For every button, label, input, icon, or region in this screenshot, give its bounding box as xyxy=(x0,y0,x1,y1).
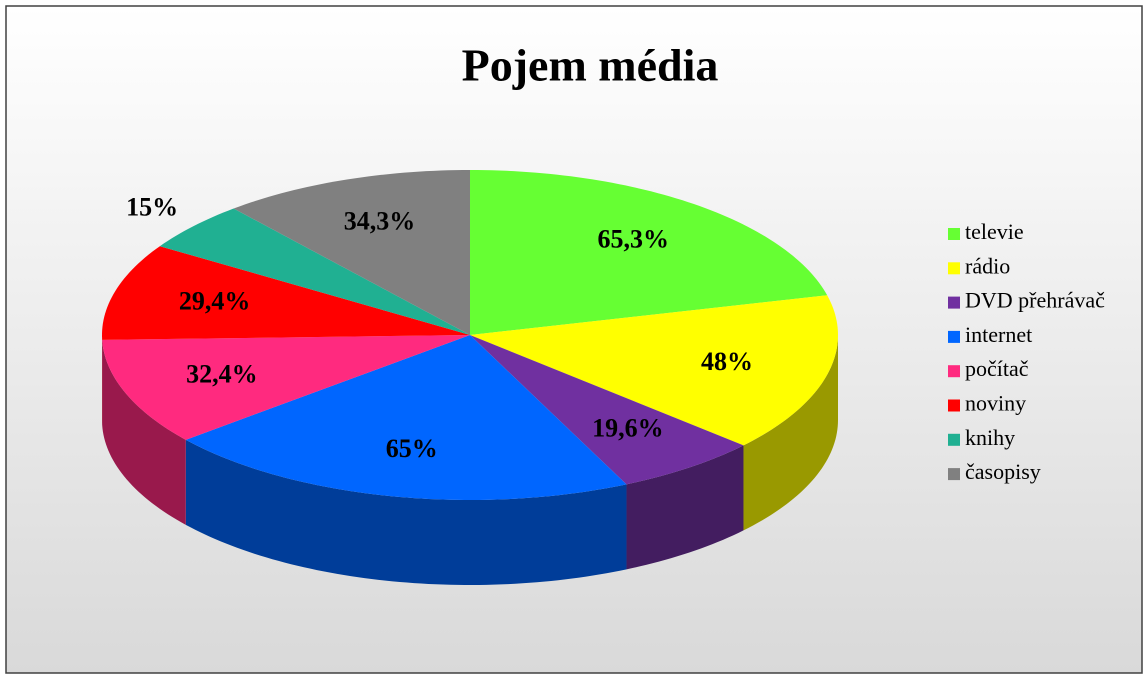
slice xyxy=(233,170,470,335)
legend-swatch xyxy=(948,468,960,481)
legend-label: DVD přehrávač xyxy=(965,288,1105,313)
legend-label: počítač xyxy=(965,356,1029,381)
legend-label: televie xyxy=(965,219,1024,244)
pie: 65,3% 48% 19,6% 65% 32,4% 29,4% 15% 34,3% xyxy=(102,170,838,585)
data-label: 15% xyxy=(126,193,178,222)
slice xyxy=(159,208,470,335)
data-label: 19,6% xyxy=(592,413,664,442)
legend-swatch xyxy=(948,365,960,378)
legend-label: noviny xyxy=(965,391,1026,416)
data-label: 32,4% xyxy=(186,360,258,389)
legend: televie rádio DVD přehrávač internet počítač… xyxy=(948,219,1105,484)
slice-side xyxy=(102,339,186,525)
slice xyxy=(470,295,838,446)
data-label: 65,3% xyxy=(598,224,670,253)
data-label: 48% xyxy=(701,347,753,376)
slice xyxy=(185,335,627,500)
slice xyxy=(102,335,470,440)
slice xyxy=(470,170,828,335)
slice-side xyxy=(743,335,838,531)
legend-swatch xyxy=(948,296,960,309)
legend-label: rádio xyxy=(965,253,1010,278)
data-label: 65% xyxy=(386,434,438,463)
legend-label: internet xyxy=(965,322,1032,347)
legend-label: knihy xyxy=(965,425,1015,450)
slice xyxy=(470,335,744,485)
legend-swatch xyxy=(948,433,960,446)
legend-swatch xyxy=(948,228,960,240)
slice-side xyxy=(185,439,627,585)
data-label: 34,3% xyxy=(344,206,416,235)
slice xyxy=(102,246,470,340)
legend-swatch xyxy=(948,330,960,343)
legend-label: časopisy xyxy=(965,459,1041,484)
chart-title: Pojem média xyxy=(462,40,719,91)
legend-swatch xyxy=(948,262,960,275)
data-label: 29,4% xyxy=(179,286,251,315)
legend-swatch xyxy=(948,399,960,412)
slice-side xyxy=(626,445,744,570)
